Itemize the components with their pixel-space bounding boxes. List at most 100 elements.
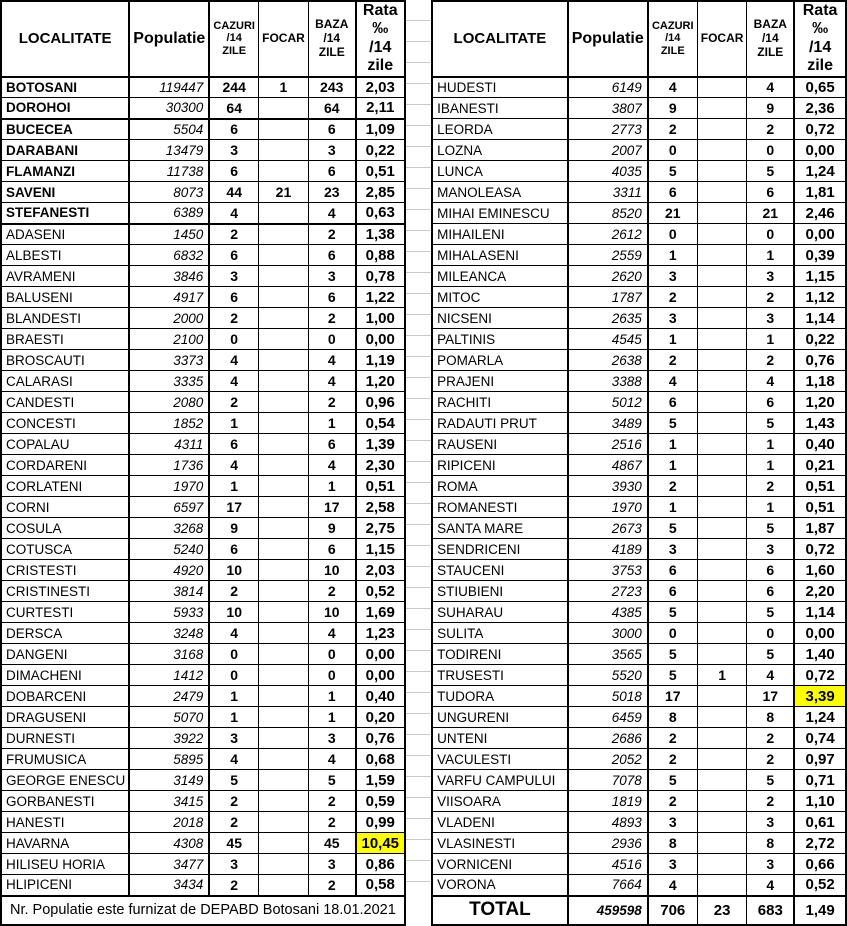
table-row: CRISTESTI 4920 10 10 2,03 (0, 559, 406, 582)
cazuri-cell: 6 (208, 118, 260, 141)
baza-cell: 4 (746, 874, 795, 897)
population-cell: 3311 (566, 181, 649, 204)
locality-cell: CRISTESTI (0, 559, 130, 582)
baza-cell: 1 (307, 706, 357, 729)
focar-cell (696, 601, 748, 624)
baza-cell: 1 (746, 454, 795, 477)
population-cell: 5933 (128, 601, 211, 624)
total-row: TOTAL 459598 706 23 683 1,49 (431, 894, 847, 926)
cazuri-cell: 6 (647, 559, 698, 582)
rata-cell: 0,20 (354, 706, 406, 729)
rata-cell: 2,58 (354, 496, 406, 519)
total-populatie: 459598 (566, 894, 649, 926)
rata-cell: 1,40 (793, 643, 847, 666)
cazuri-cell: 6 (647, 181, 698, 204)
population-cell: 13479 (128, 139, 211, 162)
focar-cell (696, 265, 748, 288)
cazuri-cell: 8 (647, 832, 698, 855)
baza-cell: 2 (307, 874, 357, 897)
table-row: HLIPICENI 3434 2 2 0,58 (0, 874, 406, 897)
locality-cell: VLASINESTI (431, 832, 569, 855)
cazuri-cell: 6 (208, 538, 260, 561)
population-cell: 3807 (566, 97, 649, 120)
table-row: SENDRICENI 4189 3 3 0,72 (431, 538, 847, 561)
locality-cell: BRAESTI (0, 328, 130, 351)
table-row: RADAUTI PRUT 3489 5 5 1,43 (431, 412, 847, 435)
cazuri-cell: 5 (647, 643, 698, 666)
focar-cell (696, 202, 748, 225)
table-row: MILEANCA 2620 3 3 1,15 (431, 265, 847, 288)
population-cell: 4385 (566, 601, 649, 624)
header-populatie: Populatie (566, 0, 649, 78)
cazuri-cell: 4 (647, 370, 698, 393)
locality-cell: TODIRENI (431, 643, 569, 666)
baza-cell: 2 (746, 286, 795, 309)
cazuri-cell: 6 (208, 433, 260, 456)
focar-cell (696, 139, 748, 162)
cazuri-cell: 3 (647, 811, 698, 834)
baza-cell: 6 (307, 160, 357, 183)
cazuri-cell: 8 (647, 706, 698, 729)
baza-cell: 8 (746, 706, 795, 729)
header-rata: Rata ‰ /14 zile (793, 0, 847, 78)
cazuri-cell: 2 (208, 307, 260, 330)
rata-cell: 0,22 (354, 139, 406, 162)
table-row: CALARASI 3335 4 4 1,20 (0, 370, 406, 393)
cazuri-cell: 45 (208, 832, 260, 855)
locality-cell: MIHAILENI (431, 223, 569, 246)
baza-cell: 1 (307, 685, 357, 708)
rata-cell: 0,58 (354, 874, 406, 897)
focar-cell (258, 622, 309, 645)
population-cell: 4867 (566, 454, 649, 477)
baza-cell: 5 (746, 412, 795, 435)
locality-cell: GORBANESTI (0, 790, 130, 813)
focar-cell (696, 685, 748, 708)
population-cell: 5070 (128, 706, 211, 729)
locality-cell: LUNCA (431, 160, 569, 183)
table-row: VARFU CAMPULUI 7078 5 5 0,71 (431, 769, 847, 792)
baza-cell: 2 (307, 391, 357, 414)
baza-cell: 4 (307, 370, 357, 393)
cazuri-cell: 17 (647, 685, 698, 708)
rata-cell: 1,00 (354, 307, 406, 330)
right-table-body: HUDESTI 6149 4 4 0,65 IBANESTI 3807 9 9 2,36 LEORD… (431, 76, 847, 897)
total-cazuri: 706 (647, 894, 698, 926)
cazuri-cell: 0 (208, 643, 260, 666)
rata-cell: 0,99 (354, 811, 406, 834)
locality-cell: TRUSESTI (431, 664, 569, 687)
baza-cell: 5 (746, 643, 795, 666)
table-row: POMARLA 2638 2 2 0,76 (431, 349, 847, 372)
table-row: CURTESTI 5933 10 10 1,69 (0, 601, 406, 624)
focar-cell (696, 454, 748, 477)
table-row: COPALAU 4311 6 6 1,39 (0, 433, 406, 456)
rata-cell: 1,20 (354, 370, 406, 393)
locality-cell: ROMANESTI (431, 496, 569, 519)
cazuri-cell: 2 (647, 748, 698, 771)
baza-cell: 17 (307, 496, 357, 519)
population-cell: 3846 (128, 265, 211, 288)
rata-cell: 1,19 (354, 349, 406, 372)
rata-cell: 1,10 (793, 790, 847, 813)
focar-cell (696, 76, 748, 99)
locality-cell: PALTINIS (431, 328, 569, 351)
population-cell: 6459 (566, 706, 649, 729)
rata-cell: 0,00 (793, 223, 847, 246)
rata-cell: 1,39 (354, 433, 406, 456)
population-cell: 7078 (566, 769, 649, 792)
baza-cell: 4 (746, 76, 795, 99)
rata-cell: 0,51 (354, 475, 406, 498)
table-row: MIHALASENI 2559 1 1 0,39 (431, 244, 847, 267)
population-cell: 1450 (128, 223, 211, 246)
focar-cell (258, 118, 309, 141)
rata-cell: 0,51 (793, 496, 847, 519)
focar-cell (258, 265, 309, 288)
baza-cell: 2 (746, 790, 795, 813)
cazuri-cell: 3 (647, 307, 698, 330)
cazuri-cell: 4 (647, 874, 698, 897)
baza-cell: 6 (746, 391, 795, 414)
population-cell: 3489 (566, 412, 649, 435)
rata-cell: 1,60 (793, 559, 847, 582)
locality-cell: RIPICENI (431, 454, 569, 477)
rata-cell: 2,36 (793, 97, 847, 120)
